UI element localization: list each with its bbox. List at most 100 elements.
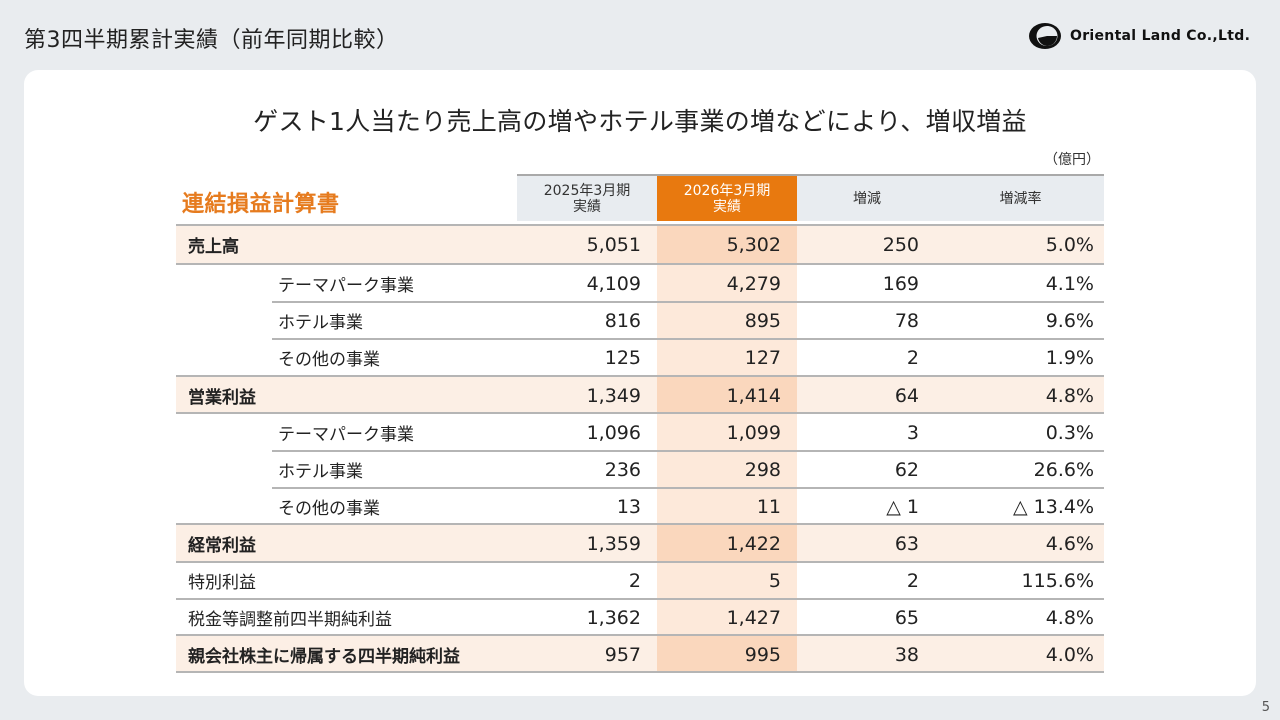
headline: ゲスト1人当たり売上高の増やホテル事業の増などにより、増収増益 [253, 107, 1027, 136]
value-diff: 63 [894, 532, 919, 555]
value-rate: 4.6% [1045, 532, 1094, 555]
row-label: ホテル事業 [278, 462, 363, 482]
row-label: テーマパーク事業 [278, 425, 414, 445]
table-row-other-op: その他の事業 13 11 △ 1 △ 13.4% [176, 488, 1104, 525]
row-divider [272, 338, 1104, 340]
col-header-diff: 増減 [797, 176, 937, 221]
value-rate: 4.1% [1045, 272, 1094, 295]
table-row-other-sales: その他の事業 125 127 2 1.9% [176, 339, 1104, 376]
col-header-2026: 2026年3月期 実績 [657, 176, 797, 221]
value-2025: 125 [604, 346, 641, 369]
value-2026: 1,422 [726, 532, 781, 555]
table-bottom-line [176, 671, 1104, 673]
table-row-hotel-sales: ホテル事業 816 895 78 9.6% [176, 302, 1104, 339]
value-2026: 1,414 [726, 384, 781, 407]
oriental-land-logo-icon [1029, 23, 1061, 49]
header-top-line [517, 174, 1104, 176]
value-diff: 38 [894, 643, 919, 666]
value-rate: 9.6% [1045, 309, 1094, 332]
table-row-operating-income: 営業利益 1,349 1,414 64 4.8% [176, 377, 1104, 414]
unit-label: （億円） [1044, 152, 1100, 168]
row-divider [176, 375, 1104, 377]
value-diff: 2 [906, 346, 919, 369]
table-row-extraordinary-income: 特別利益 2 5 2 115.6% [176, 562, 1104, 599]
value-rate: 4.0% [1045, 643, 1094, 666]
value-2026: 127 [744, 346, 781, 369]
col-header-2026-line1: 2026年3月期 [683, 182, 771, 199]
company-logo: Oriental Land Co.,Ltd. [1028, 20, 1250, 52]
row-divider [176, 561, 1104, 563]
value-2025: 1,362 [586, 606, 641, 629]
row-divider [272, 301, 1104, 303]
value-rate: 0.3% [1045, 421, 1094, 444]
value-2026: 995 [744, 643, 781, 666]
row-label: テーマパーク事業 [278, 276, 414, 296]
value-2025: 5,051 [586, 233, 641, 256]
value-rate: 5.0% [1045, 233, 1094, 256]
col-header-2026-line2: 実績 [713, 198, 741, 215]
table-header: 2025年3月期 実績 2026年3月期 実績 増減 増減率 [176, 174, 1104, 222]
col-header-2025-line1: 2025年3月期 [543, 182, 631, 199]
value-diff: 78 [894, 309, 919, 332]
table-row-theme-park-sales: テーマパーク事業 4,109 4,279 169 4.1% [176, 265, 1104, 302]
page-number: 5 [1261, 700, 1270, 715]
value-2025: 957 [604, 643, 641, 666]
income-statement-table: 2025年3月期 実績 2026年3月期 実績 増減 増減率 売上高 5,051… [176, 174, 1104, 673]
value-rate: 1.9% [1045, 346, 1094, 369]
value-2025: 816 [604, 309, 641, 332]
value-2026: 1,099 [726, 421, 781, 444]
value-rate: 115.6% [1021, 569, 1094, 592]
row-label: 特別利益 [188, 573, 256, 593]
table-row-hotel-op: ホテル事業 236 298 62 26.6% [176, 451, 1104, 488]
value-2025: 236 [604, 458, 641, 481]
row-divider [176, 523, 1104, 525]
row-divider [272, 450, 1104, 452]
table-row-ordinary-income: 経常利益 1,359 1,422 63 4.6% [176, 525, 1104, 562]
row-divider [176, 598, 1104, 600]
value-2026: 11 [756, 495, 781, 518]
row-label: 売上高 [188, 237, 239, 257]
value-2026: 298 [744, 458, 781, 481]
row-label: 経常利益 [188, 536, 256, 556]
row-divider [176, 412, 1104, 414]
value-2026: 5 [768, 569, 781, 592]
value-diff: 250 [882, 233, 919, 256]
value-2025: 1,359 [586, 532, 641, 555]
value-diff: 169 [882, 272, 919, 295]
value-diff: 65 [894, 606, 919, 629]
row-label: 営業利益 [188, 388, 256, 408]
value-2025: 13 [616, 495, 641, 518]
row-divider [176, 263, 1104, 265]
value-2025: 1,096 [586, 421, 641, 444]
col-header-2025: 2025年3月期 実績 [517, 176, 657, 221]
row-label: 親会社株主に帰属する四半期純利益 [188, 647, 460, 667]
value-2025: 1,349 [586, 384, 641, 407]
row-divider [272, 487, 1104, 489]
value-rate: 4.8% [1045, 606, 1094, 629]
table-row-pretax-income: 税金等調整前四半期純利益 1,362 1,427 65 4.8% [176, 599, 1104, 636]
table-title: 連結損益計算書 [182, 192, 340, 217]
col-header-rate-label: 増減率 [999, 190, 1042, 207]
value-rate: 4.8% [1045, 384, 1094, 407]
table-row-net-income: 親会社株主に帰属する四半期純利益 957 995 38 4.0% [176, 636, 1104, 673]
value-2026: 895 [744, 309, 781, 332]
value-2026: 1,427 [726, 606, 781, 629]
value-diff: 2 [906, 569, 919, 592]
value-2025: 2 [628, 569, 641, 592]
value-diff: 64 [894, 384, 919, 407]
value-diff: △ 1 [886, 495, 919, 518]
col-header-rate: 増減率 [937, 176, 1104, 221]
row-label: 税金等調整前四半期純利益 [188, 610, 392, 630]
header-bottom-line [176, 224, 1104, 226]
table-row-net-sales: 売上高 5,051 5,302 250 5.0% [176, 226, 1104, 263]
value-2026: 4,279 [726, 272, 781, 295]
value-2025: 4,109 [586, 272, 641, 295]
value-2026: 5,302 [726, 233, 781, 256]
row-divider [176, 634, 1104, 636]
row-label: その他の事業 [278, 499, 380, 519]
col-header-diff-label: 増減 [853, 190, 881, 207]
slide-title: 第3四半期累計実績（前年同期比較） [24, 28, 399, 53]
row-label: ホテル事業 [278, 313, 363, 333]
row-label: その他の事業 [278, 350, 380, 370]
value-diff: 3 [906, 421, 919, 444]
